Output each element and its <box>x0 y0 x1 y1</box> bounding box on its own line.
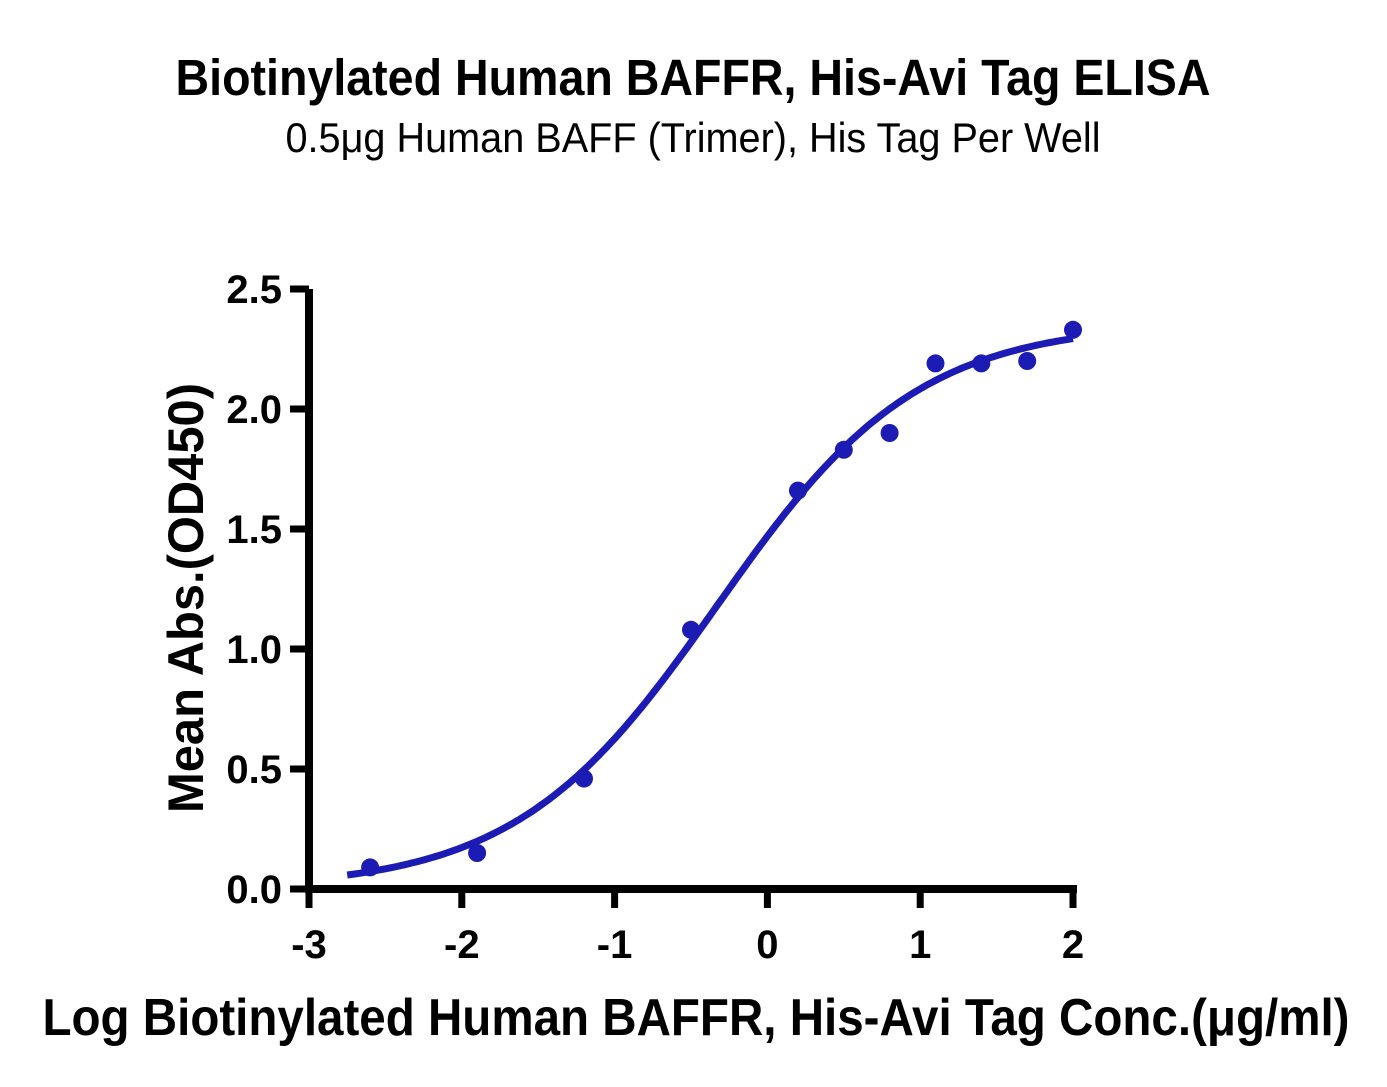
data-point <box>972 354 991 373</box>
x-tick-label: -2 <box>444 923 480 967</box>
chart-title: Biotinylated Human BAFFR, His-Avi Tag EL… <box>176 49 1211 106</box>
data-point <box>1018 352 1037 370</box>
y-tick-label: 1.0 <box>226 628 282 672</box>
x-tick-label: -1 <box>597 923 633 967</box>
fit-curve <box>346 335 1074 879</box>
data-point <box>926 354 945 373</box>
data-points <box>361 320 1082 877</box>
y-tick-label: 2.5 <box>226 268 282 312</box>
y-axis-title: Mean Abs.(OD450) <box>158 383 214 813</box>
x-tick-label: 0 <box>756 923 778 967</box>
chart-subtitle: 0.5μg Human BAFF (Trimer), His Tag Per W… <box>286 114 1101 161</box>
y-tick-label: 2.0 <box>226 388 282 432</box>
x-axis: -3 -2 -1 0 1 2 Log Biotinylated Human BAFFR, … <box>43 885 1350 1047</box>
data-point <box>468 844 487 862</box>
y-tick-label: 0.0 <box>226 868 282 912</box>
data-point <box>361 858 380 877</box>
y-tick-label: 0.5 <box>226 748 282 792</box>
y-tick-label: 1.5 <box>226 508 282 552</box>
data-point <box>575 769 593 788</box>
data-point <box>834 440 853 459</box>
x-tick-label: 1 <box>909 923 931 967</box>
x-tick-label: 2 <box>1062 923 1084 967</box>
y-axis-ticks: 0.0 0.5 1.0 1.5 2.0 2.5 <box>226 268 309 912</box>
data-point <box>880 424 899 442</box>
x-tick-label: -3 <box>291 923 327 967</box>
data-point <box>1064 320 1082 339</box>
x-axis-title: Log Biotinylated Human BAFFR, His-Avi Ta… <box>43 989 1350 1047</box>
data-point <box>789 481 807 500</box>
data-point <box>682 620 700 639</box>
y-axis: 0.0 0.5 1.0 1.5 2.0 2.5 Mean Abs.(OD450) <box>158 268 313 912</box>
x-axis-ticks: -3 -2 -1 0 1 2 <box>291 889 1084 967</box>
